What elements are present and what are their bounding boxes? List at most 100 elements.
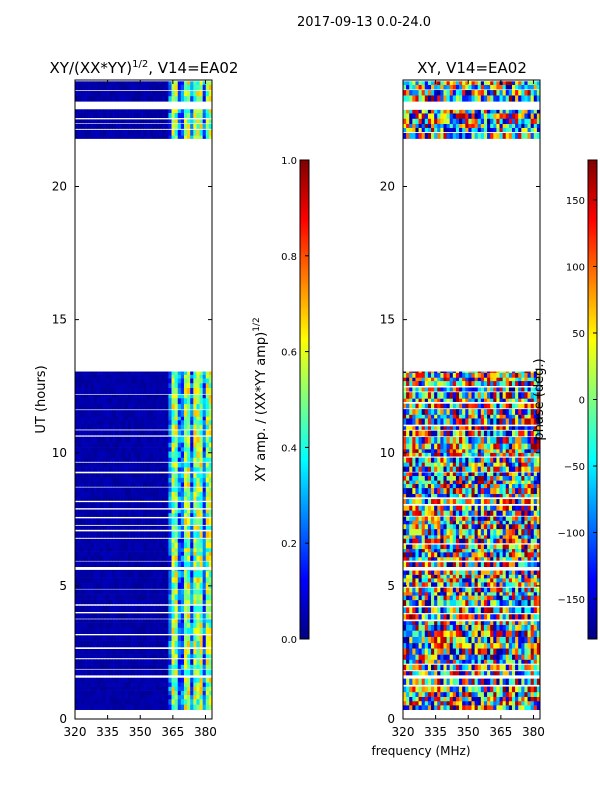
heatmap-cell [418,686,423,693]
heatmap-cell [93,462,98,468]
heatmap-cell [109,135,113,139]
heatmap-cell [202,531,207,538]
heatmap-cell [93,109,98,113]
heatmap-cell [183,686,188,691]
heatmap-cell [165,512,169,517]
heatmap-cell [78,95,82,102]
heatmap-cell [196,569,200,572]
heatmap-cell [103,686,107,691]
heatmap-cell [124,416,129,421]
heatmap-cell [121,467,126,472]
heatmap-cell [183,613,188,619]
heatmap-cell [530,556,535,561]
heatmap-cell [183,462,188,468]
heatmap-cell [124,619,129,623]
heatmap-cell [131,496,135,501]
heatmap-cell [196,547,200,552]
heatmap-cell [180,599,185,605]
heatmap-cell [518,614,522,620]
heatmap-cell [437,574,441,579]
heatmap-cell [124,555,129,561]
heatmap-cell [183,473,188,478]
heatmap-cell [177,605,182,612]
heatmap-cell [121,677,126,683]
heatmap-cell [455,696,460,702]
heatmap-cell [87,477,91,483]
heatmap-cell [496,621,500,625]
heatmap-cell [196,91,200,97]
heatmap-cell [121,457,126,462]
heatmap-cell [134,654,138,659]
heatmap-cell [533,528,538,536]
heatmap-cell [93,512,98,517]
heatmap-cell [155,538,160,543]
heatmap-cell [530,705,535,710]
heatmap-cell [96,119,101,124]
heatmap-cell [121,542,126,549]
heatmap-cell [202,669,207,676]
heatmap-cell [121,694,126,700]
heatmap-cell [193,690,197,696]
heatmap-cell [162,371,166,375]
heatmap-cell [134,477,138,483]
heatmap-cell [152,686,157,691]
heatmap-cell [99,561,104,568]
heatmap-cell [127,622,132,628]
heatmap-cell [146,690,151,696]
heatmap-cell [115,112,119,119]
heatmap-cell [174,84,179,91]
heatmap-cell [205,473,210,478]
heatmap-cell [202,704,207,710]
heatmap-cell [146,547,151,552]
heatmap-cell [168,594,172,601]
heatmap-cell [533,614,538,620]
heatmap-cell [493,510,497,516]
heatmap-cell [131,430,135,436]
heatmap-cell [168,561,172,568]
heatmap-cell [155,619,160,623]
heatmap-cell [87,561,91,568]
heatmap-cell [124,512,129,517]
heatmap-cell [159,387,163,394]
heatmap-cell [115,704,119,710]
heatmap-cell [115,561,119,568]
heatmap-cell [409,621,413,625]
heatmap-cell [409,510,413,516]
heatmap-cell [187,374,191,379]
heatmap-cell [103,91,107,97]
heatmap-cell [174,95,179,102]
heatmap-cell [480,523,485,530]
heatmap-cell [90,619,95,623]
heatmap-cell [106,397,110,405]
heatmap-cell [521,574,525,579]
heatmap-cell [180,430,185,436]
heatmap-cell [190,129,194,136]
heatmap-cell [202,81,207,85]
heatmap-cell [511,705,516,710]
heatmap-cell [109,669,113,676]
heatmap-cell [90,473,95,478]
heatmap-cell [205,403,210,410]
heatmap-cell [118,627,123,634]
heatmap-cell [468,587,472,593]
heatmap-cell [490,528,494,536]
heatmap-cell [490,630,494,637]
heatmap-cell [99,613,104,619]
heatmap-cell [434,700,438,706]
heatmap-cell [487,648,491,655]
heatmap-cell [112,698,116,705]
heatmap-cell [180,640,185,648]
heatmap-cell [140,135,144,139]
heatmap-cell [96,374,101,379]
heatmap-cell [468,591,472,596]
heatmap-cell [131,371,135,375]
heatmap-cell [140,640,144,648]
heatmap-cell [106,419,110,425]
heatmap-cell [434,624,438,631]
heatmap-cell [180,129,185,136]
heatmap-cell [124,482,129,487]
heatmap-cell [415,696,419,702]
heatmap-cell [131,509,135,514]
heatmap-cell [527,552,532,558]
heatmap-cell [115,119,119,124]
